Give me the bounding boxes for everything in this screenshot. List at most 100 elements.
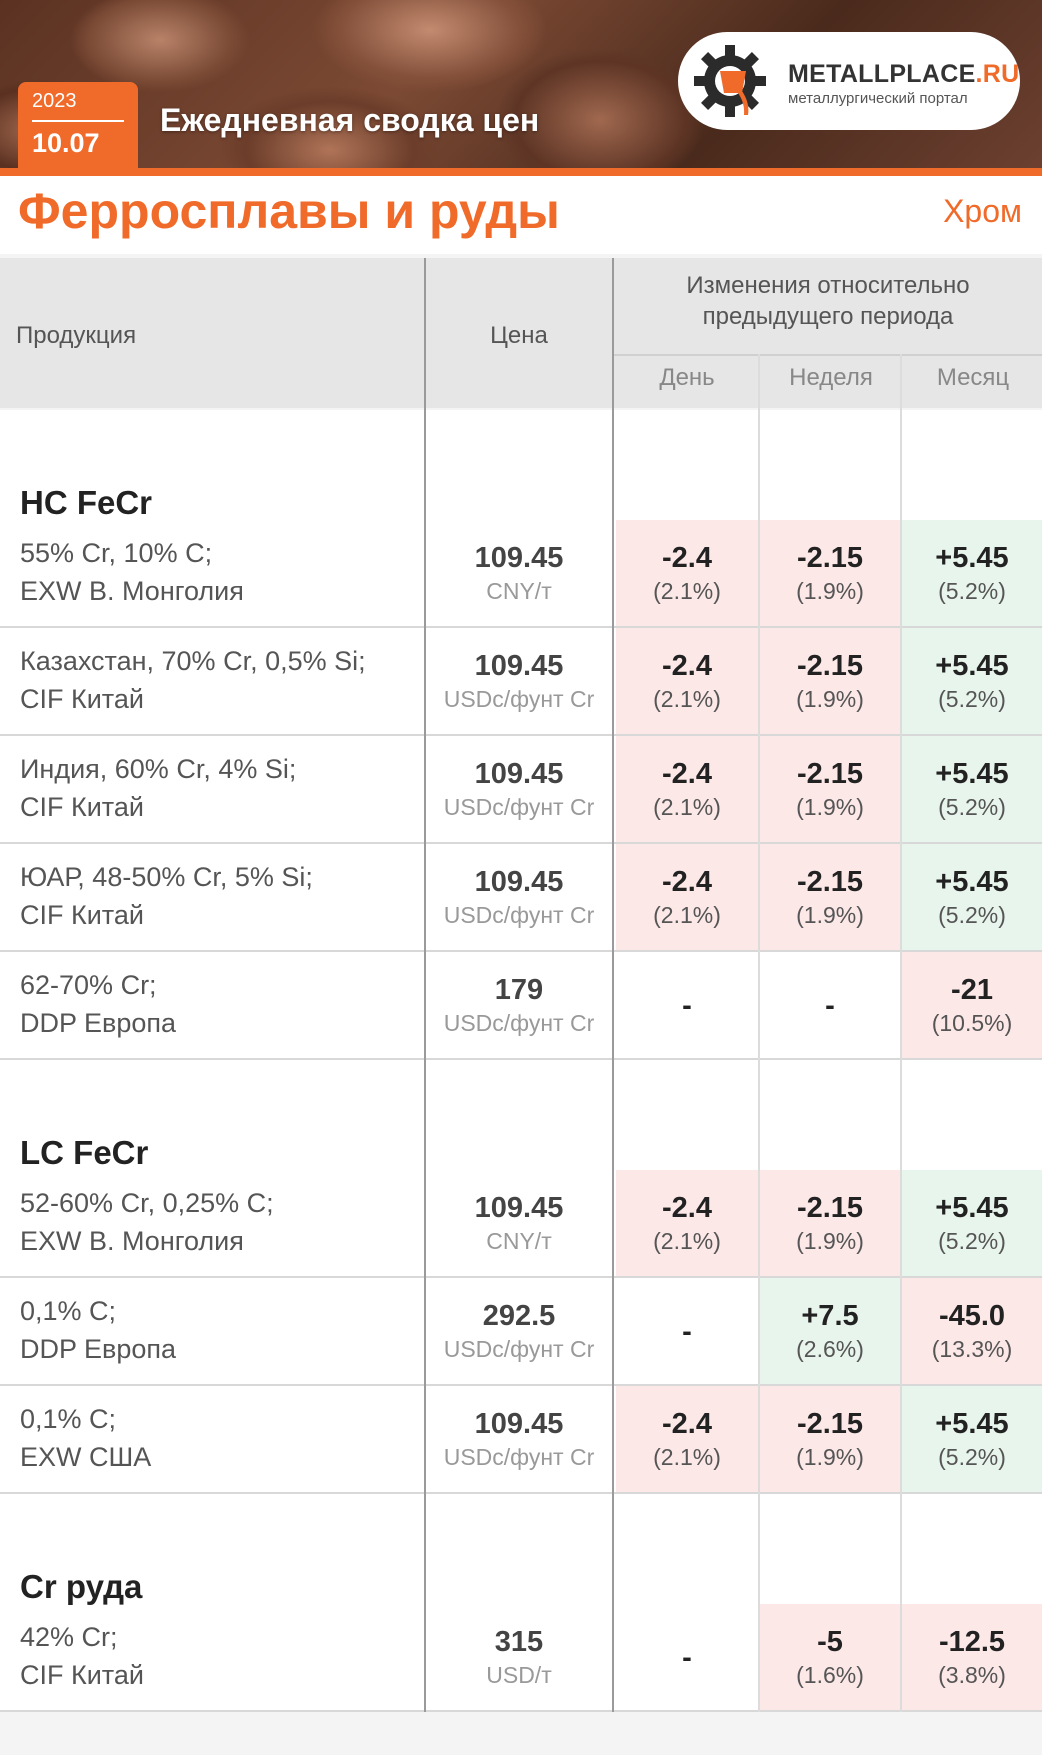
section-title: Ферросплавы и руды	[18, 183, 560, 239]
row-divider	[0, 1384, 1042, 1386]
product-line-1: 52-60% Cr, 0,25% C;	[20, 1188, 274, 1218]
change-day-cell: -2.4 (2.1%)	[616, 736, 758, 842]
group-title: HC FeCr	[20, 484, 153, 521]
price-unit: USD/т	[486, 1662, 552, 1688]
change-month-percent: (5.2%)	[938, 686, 1006, 712]
gear-ladle-icon	[694, 45, 766, 117]
price-value: 109.45	[474, 650, 564, 682]
change-month-value: +5.45	[935, 542, 1009, 574]
price-unit: USDc/фунт Cr	[443, 794, 595, 820]
date-year: 2023	[32, 90, 77, 112]
change-month-value: +5.45	[935, 1408, 1009, 1440]
change-day-value: -	[682, 1316, 692, 1348]
change-month-percent: (5.2%)	[938, 794, 1006, 820]
price-value: 109.45	[474, 1408, 564, 1440]
change-day-cell: -	[616, 1604, 758, 1710]
row-divider	[0, 842, 1042, 844]
change-day-percent: (2.1%)	[653, 578, 721, 604]
group-title: LC FeCr	[20, 1134, 149, 1171]
date-divider	[32, 120, 124, 122]
change-month-percent: (5.2%)	[938, 578, 1006, 604]
change-day-value: -	[682, 990, 692, 1022]
price-value: 109.45	[474, 1192, 564, 1224]
price-unit: USDc/фунт Cr	[443, 686, 595, 712]
change-week-value: -2.15	[796, 1192, 864, 1224]
change-week-cell: -2.15 (1.9%)	[760, 520, 900, 626]
price-unit: USDc/фунт Cr	[443, 1336, 595, 1362]
row-divider	[0, 734, 1042, 736]
change-week-value: -5	[817, 1626, 843, 1658]
change-day-cell: -2.4 (2.1%)	[616, 844, 758, 950]
column-divider-week	[758, 354, 760, 1712]
product-line-2: CIF Китай	[20, 792, 144, 822]
change-month-percent: (5.2%)	[938, 1444, 1006, 1470]
price-value: 179	[494, 974, 544, 1006]
change-month-value: +5.45	[935, 650, 1009, 682]
change-day-cell: -2.4 (2.1%)	[616, 628, 758, 734]
change-month-value: +5.45	[935, 758, 1009, 790]
section-header: Ферросплавы и руды Хром	[0, 176, 1042, 254]
change-month-cell: -45.0 (13.3%)	[902, 1278, 1042, 1384]
row-divider	[0, 1276, 1042, 1278]
change-day-cell: -2.4 (2.1%)	[616, 1170, 758, 1276]
change-day-cell: -	[616, 1278, 758, 1384]
logo-name: METALLPLACE.RU	[788, 60, 1020, 88]
header-day: День	[659, 364, 715, 391]
group-title: Cr руда	[20, 1568, 143, 1605]
product-line-1: ЮАР, 48-50% Cr, 5% Si;	[20, 862, 313, 892]
column-divider-price	[424, 258, 426, 1712]
product-line-2: CIF Китай	[20, 900, 144, 930]
change-week-cell: -2.15 (1.9%)	[760, 736, 900, 842]
date-badge: 2023 10.07	[18, 82, 138, 170]
change-week-cell: -2.15 (1.9%)	[760, 1386, 900, 1492]
price-value: 292.5	[482, 1300, 556, 1332]
product-line-2: EXW В. Монголия	[20, 1226, 244, 1256]
product-line-2: EXW В. Монголия	[20, 576, 244, 606]
row-divider	[0, 1492, 1042, 1494]
change-week-cell: -2.15 (1.9%)	[760, 628, 900, 734]
change-day-value: -2.4	[662, 1192, 712, 1224]
change-week-value: +7.5	[801, 1300, 859, 1332]
price-unit: CNY/т	[486, 1228, 552, 1254]
header-month: Месяц	[936, 364, 1010, 391]
change-month-percent: (13.3%)	[931, 1336, 1013, 1362]
change-week-percent: (1.6%)	[796, 1662, 864, 1688]
change-month-percent: (10.5%)	[931, 1010, 1013, 1036]
price-value: 109.45	[474, 758, 564, 790]
change-week-value: -2.15	[796, 650, 864, 682]
change-week-cell: -5 (1.6%)	[760, 1604, 900, 1710]
product-line-1: 0,1% C;	[20, 1404, 117, 1434]
header-changes: Изменения относительно предыдущего перио…	[686, 272, 970, 330]
header-price: Цена	[490, 322, 548, 349]
price-unit: USDc/фунт Cr	[443, 1444, 595, 1470]
price-unit: CNY/т	[486, 578, 552, 604]
change-week-cell: +7.5 (2.6%)	[760, 1278, 900, 1384]
change-month-percent: (5.2%)	[938, 1228, 1006, 1254]
change-week-percent: (1.9%)	[796, 902, 864, 928]
change-day-value: -	[682, 1642, 692, 1674]
product-line-1: Казахстан, 70% Cr, 0,5% Si;	[20, 646, 366, 676]
site-logo[interactable]: METALLPLACE.RU металлургический портал	[678, 32, 1020, 130]
change-month-value: -21	[951, 974, 993, 1006]
change-week-value: -	[825, 990, 835, 1022]
product-line-1: Индия, 60% Cr, 4% Si;	[20, 754, 297, 784]
product-line-1: 0,1% C;	[20, 1296, 117, 1326]
product-line-2: CIF Китай	[20, 684, 144, 714]
logo-subtitle: металлургический портал	[788, 90, 968, 107]
price-unit: USDc/фунт Cr	[443, 902, 595, 928]
change-month-cell: +5.45 (5.2%)	[902, 520, 1042, 626]
section-tag: Хром	[943, 193, 1022, 229]
product-line-2: EXW США	[20, 1442, 152, 1472]
change-month-cell: +5.45 (5.2%)	[902, 1170, 1042, 1276]
column-divider-changes	[612, 258, 614, 1712]
change-month-cell: +5.45 (5.2%)	[902, 736, 1042, 842]
change-week-percent: (2.6%)	[796, 1336, 864, 1362]
change-month-cell: +5.45 (5.2%)	[902, 1386, 1042, 1492]
change-day-value: -2.4	[662, 758, 712, 790]
product-line-2: DDP Европа	[20, 1008, 177, 1038]
change-day-value: -2.4	[662, 866, 712, 898]
banner-title: Ежедневная сводка цен	[160, 102, 540, 138]
change-day-value: -2.4	[662, 542, 712, 574]
change-month-percent: (3.8%)	[938, 1662, 1006, 1688]
change-day-percent: (2.1%)	[653, 902, 721, 928]
